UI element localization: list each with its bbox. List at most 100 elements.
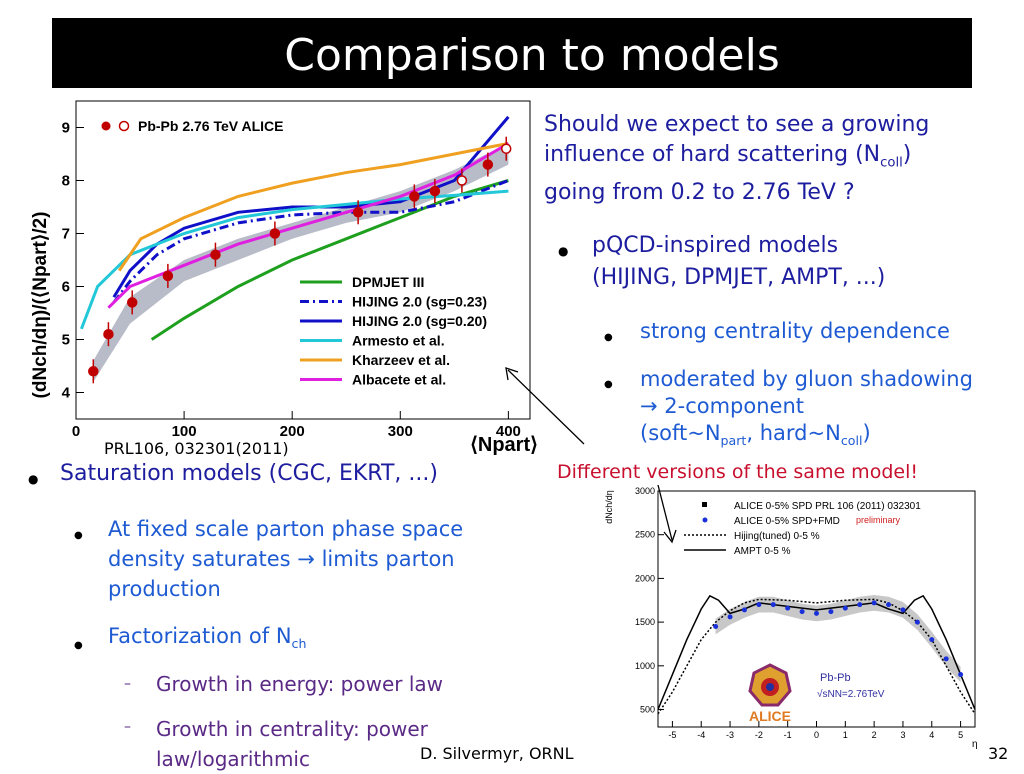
chart1-frame [75, 100, 531, 420]
growth2-line-2: law/logarithmic [156, 747, 310, 771]
chart2-alice-point [886, 602, 892, 608]
bullet-dot-factor: ● [74, 640, 83, 651]
chart1-ylabel: (dNch/dη)/(⟨Npart⟩/2) [30, 212, 51, 399]
chart2-x-tick-label: 2 [872, 730, 877, 740]
chart1-x-tick-label: 400 [496, 423, 521, 440]
chart1-data-point [103, 328, 114, 340]
chart2-alice-point [857, 602, 863, 608]
chart2-alice-point [842, 605, 848, 611]
alice-logo: ALICE [748, 663, 792, 724]
fixed-line-1: At fixed scale parton phase space [108, 517, 464, 541]
chart1-data-point [269, 228, 281, 239]
chart1-data-point [162, 270, 174, 282]
hard-label: , hard~N [746, 421, 841, 445]
chart1-data-point [409, 191, 420, 202]
chart1-x-tick-label: 300 [388, 423, 413, 440]
chart1-legend-label-2: HIJING 2.0 (sg=0.20) [352, 313, 487, 329]
chart2-alice-point [741, 607, 747, 613]
soft-label: (soft~N [640, 421, 721, 445]
bullet-dot-pqcd: ● [558, 244, 569, 258]
page-number: 32 [988, 744, 1009, 763]
shadowing-line-1: moderated by gluon shadowing [640, 367, 973, 391]
chart2-xlabel: η [972, 739, 978, 750]
bullet-dot-sub2: ● [604, 379, 613, 390]
reference-label: PRL106, 032301(2011) [104, 439, 289, 458]
chart1-y-tick-label: 5 [62, 332, 70, 349]
ncoll-sub: coll [840, 433, 863, 449]
arrow-right [505, 367, 585, 445]
chart2-alice-point [871, 600, 877, 606]
bullet-dot-sub1: ● [604, 332, 613, 343]
chart2-alice-point [756, 602, 762, 608]
chart2-alice-point [929, 637, 935, 643]
pqcd-line-2: (HIJING, DPMJET, AMPT, ...) [592, 265, 886, 290]
chart2-y-tick-label: 1000 [635, 661, 655, 671]
chart1-data-point [500, 143, 512, 154]
chart1-legend-label-0: DPMJET III [352, 274, 424, 290]
close-paren: ) [862, 421, 871, 445]
chart2-legend-preliminary: preliminary [856, 515, 901, 525]
chart2-alice-point [914, 619, 920, 625]
chart2-y-tick-label: 3000 [635, 486, 655, 496]
chart1-series-4 [117, 141, 509, 272]
fixed-line-3: production [108, 577, 221, 601]
bullet-dot-fixed: ● [74, 530, 83, 541]
chart1-data-point [429, 185, 441, 197]
chart2-x-tick-label: -2 [755, 730, 763, 740]
chart1-series-5 [107, 142, 510, 309]
chart2-alice-point [785, 605, 791, 611]
annotation-energy: √sNN=2.76TeV [817, 688, 885, 700]
chart2-alice-point [814, 610, 819, 616]
chart2-x-tick-label: 5 [958, 730, 963, 740]
factorization-item: Factorization of Nch [108, 624, 306, 651]
chart2-legend-label-3: AMPT 0-5 % [734, 546, 791, 557]
chart1-legend-label-1: HIJING 2.0 (sg=0.23) [352, 294, 487, 310]
chart1-x-tick-label: 0 [72, 423, 80, 440]
chart2-syst-band [715, 595, 961, 683]
chart1-syst-band [93, 143, 509, 382]
bullet-dot-saturation: ● [28, 472, 39, 486]
chart2-legend-label-1: ALICE 0-5% SPD+FMD [734, 516, 840, 527]
chart2-y-tick-label: 2500 [635, 530, 655, 540]
chart2-alice-point [900, 607, 906, 613]
chart2-alice-point [943, 656, 949, 662]
chart1-legend-marker-filled [101, 121, 111, 131]
shadowing-line-3: (soft~Npart, hard~Ncoll) [640, 420, 973, 454]
chart1-legend-marker-open [118, 120, 130, 132]
chart1-y-tick-label: 9 [62, 120, 70, 137]
chart1-data-point [210, 249, 221, 260]
chart1-data-point [352, 207, 364, 218]
chart1-legend-label-3: Armesto et al. [352, 333, 445, 349]
chart2-x-tick-label: -5 [668, 730, 676, 740]
chart1-legend-label-5: Albacete et al. [352, 372, 446, 388]
question-ncoll-sub: coll [880, 155, 903, 171]
chart1-x-tick-label: 200 [280, 423, 305, 440]
note-different-versions: Different versions of the same model! [557, 461, 918, 483]
chart2-x-tick-label: 3 [900, 730, 905, 740]
chart1-data-point [482, 159, 494, 170]
chart2-x-tick-label: 0 [814, 730, 819, 740]
chart1-series-2 [112, 115, 510, 298]
arrow-left [657, 484, 677, 544]
chart2-alice-point [727, 614, 733, 620]
dash-growth2: – [124, 719, 131, 735]
chart2-x-tick-label: -3 [726, 730, 734, 740]
growth-centrality-item: Growth in centrality: power law/logarith… [156, 714, 428, 774]
chart1-series-0 [150, 179, 509, 341]
chart2-legend-label-2: Hijing(tuned) 0-5 % [734, 531, 820, 542]
chart2-y-tick-label: 500 [640, 705, 655, 715]
fixed-scale-item: At fixed scale parton phase space densit… [108, 514, 463, 604]
chart1-y-tick-label: 6 [62, 279, 70, 296]
main-chart: 0 100 200 300 400 4 5 6 7 8 9 Pb-Pb 2.76 TeV ALICE… [30, 100, 538, 456]
alice-logo-text: ALICE [749, 708, 791, 724]
chart1-y-tick-label: 4 [62, 385, 71, 402]
fixed-line-2: density saturates → limits parton [108, 547, 455, 571]
chart2-x-tick-label: -4 [697, 730, 705, 740]
chart1-xlabel: ⟨Npart⟩ [470, 434, 538, 456]
chart2-x-tick-label: 1 [843, 730, 848, 740]
npart-sub: part [720, 433, 747, 449]
chart1-y-tick-label: 8 [62, 173, 70, 190]
chart2-legend-label-0: ALICE 0-5% SPD PRL 106 (2011) 032301 [734, 501, 921, 512]
growth-energy-item: Growth in energy: power law [156, 672, 444, 696]
chart1-legend-label-4: Kharzeev et al. [352, 352, 450, 368]
